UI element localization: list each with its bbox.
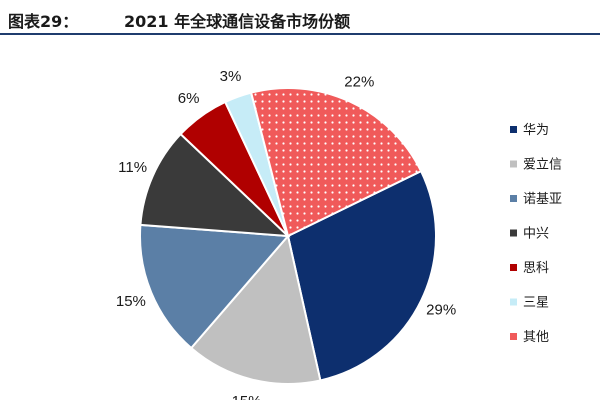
pie-value-label: 11% xyxy=(118,159,147,176)
chart-title: 2021 年全球通信设备市场份额 xyxy=(124,12,351,31)
header-rule xyxy=(0,33,600,35)
legend-label: 其他 xyxy=(523,330,549,345)
pie-slices xyxy=(139,87,437,385)
legend-label: 思科 xyxy=(523,261,549,276)
pie-slice-1 xyxy=(286,169,437,382)
legend-swatch xyxy=(510,264,517,271)
legend-swatch xyxy=(510,333,517,340)
legend-label: 华为 xyxy=(523,123,549,138)
pie-slice-7 xyxy=(249,87,423,238)
pie-value-label: 15% xyxy=(116,293,146,310)
legend-swatch xyxy=(510,126,517,133)
legend-swatch xyxy=(510,229,517,237)
legend-label: 爱立信 xyxy=(523,158,562,173)
pie-value-label: 15% xyxy=(232,393,262,400)
figure-label: 图表29： xyxy=(8,12,79,31)
legend-label: 三星 xyxy=(523,296,549,311)
legend-label: 中兴 xyxy=(523,227,549,242)
pie-value-label: 22% xyxy=(344,74,374,91)
pie-value-label: 3% xyxy=(220,68,242,85)
pie-value-label: 6% xyxy=(178,90,200,107)
pie-value-label: 29% xyxy=(426,302,456,319)
legend-swatch xyxy=(510,298,517,306)
pie-value-labels: 29% 15% 15% 11% 6% 3% 22% xyxy=(116,68,456,400)
pie-slice-2 xyxy=(189,233,322,385)
pie-slice-4 xyxy=(139,132,291,238)
legend-swatch xyxy=(510,195,517,202)
legend-swatch xyxy=(510,160,517,168)
legend-label: 诺基亚 xyxy=(523,192,562,207)
pie-slice-3 xyxy=(139,223,291,350)
chart-header: 图表29： 2021 年全球通信设备市场份额 xyxy=(0,0,600,35)
